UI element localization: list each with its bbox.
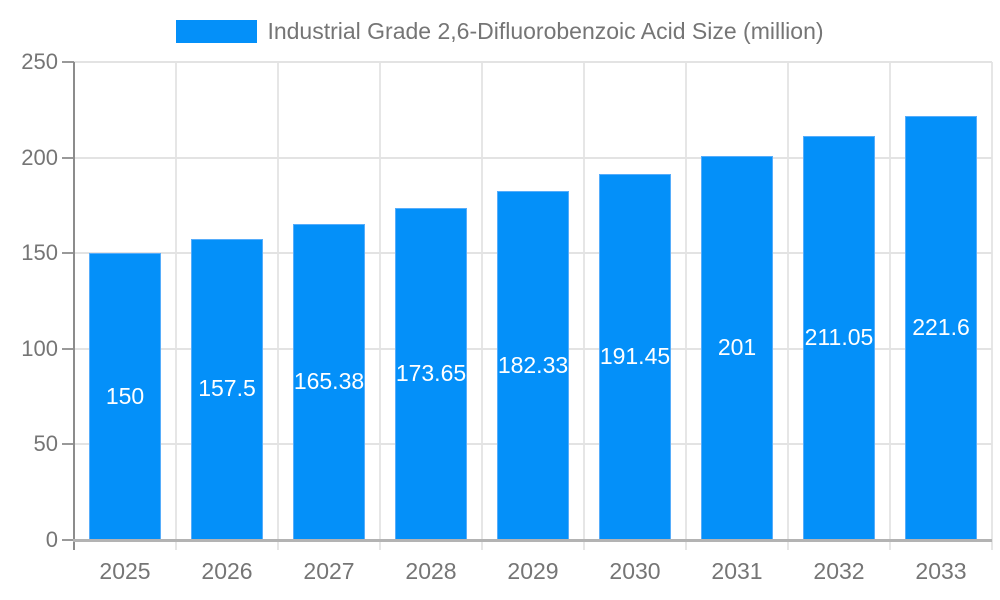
y-axis-tick bbox=[62, 252, 74, 255]
bar-value-label: 201 bbox=[717, 333, 757, 360]
x-tick-label: 2028 bbox=[405, 558, 457, 584]
h-gridline bbox=[74, 156, 992, 159]
bar bbox=[599, 173, 671, 540]
x-tick-label: 2031 bbox=[711, 558, 763, 584]
x-tick-label: 2033 bbox=[915, 558, 967, 584]
x-axis-line bbox=[73, 539, 992, 542]
y-tick-label: 250 bbox=[21, 49, 58, 74]
y-tick-label: 150 bbox=[21, 240, 58, 266]
y-tick-label: 0 bbox=[45, 527, 58, 552]
x-tick-label: 2032 bbox=[813, 558, 865, 584]
bar-value-label: 191.45 bbox=[599, 342, 671, 369]
x-tick-label: 2025 bbox=[99, 558, 151, 584]
bar-value-label: 173.65 bbox=[395, 359, 467, 386]
h-gridline bbox=[74, 61, 992, 63]
bar bbox=[191, 238, 263, 540]
bar-value-label: 182.33 bbox=[497, 351, 569, 378]
bar bbox=[905, 116, 977, 540]
legend-label: Industrial Grade 2,6-Difluorobenzoic Aci… bbox=[267, 18, 824, 44]
y-tick-label: 100 bbox=[21, 335, 58, 361]
bar-value-label: 165.38 bbox=[293, 367, 365, 394]
v-gridline bbox=[889, 62, 891, 550]
v-gridline bbox=[277, 62, 279, 550]
y-axis-tick bbox=[62, 61, 74, 63]
v-gridline bbox=[481, 62, 483, 550]
x-tick-label: 2030 bbox=[609, 558, 661, 584]
bar-value-label: 157.5 bbox=[198, 375, 256, 402]
v-gridline bbox=[787, 62, 789, 550]
bar-value-label: 150 bbox=[105, 382, 145, 409]
bar-value-label: 211.05 bbox=[804, 324, 874, 351]
legend: Industrial Grade 2,6-Difluorobenzoic Aci… bbox=[0, 18, 1000, 45]
v-gridline bbox=[991, 62, 993, 550]
x-tick-label: 2029 bbox=[507, 558, 559, 584]
y-tick-label: 50 bbox=[33, 431, 58, 457]
y-axis-tick bbox=[62, 443, 74, 446]
v-gridline bbox=[379, 62, 381, 550]
bar bbox=[803, 136, 875, 540]
v-gridline bbox=[175, 62, 177, 550]
y-axis-line bbox=[73, 62, 75, 550]
bar bbox=[395, 207, 467, 540]
bar bbox=[293, 223, 365, 540]
y-axis-tick bbox=[62, 156, 74, 159]
v-gridline bbox=[583, 62, 585, 550]
v-gridline bbox=[685, 62, 687, 550]
y-tick-label: 200 bbox=[21, 144, 58, 170]
bar bbox=[497, 191, 569, 540]
legend-swatch bbox=[176, 20, 258, 43]
bar-value-label: 221.6 bbox=[912, 314, 970, 341]
bar bbox=[89, 253, 161, 540]
y-axis-tick bbox=[62, 539, 74, 541]
x-tick-label: 2027 bbox=[303, 558, 355, 584]
y-axis-tick bbox=[62, 347, 74, 350]
x-tick-label: 2026 bbox=[201, 558, 253, 584]
